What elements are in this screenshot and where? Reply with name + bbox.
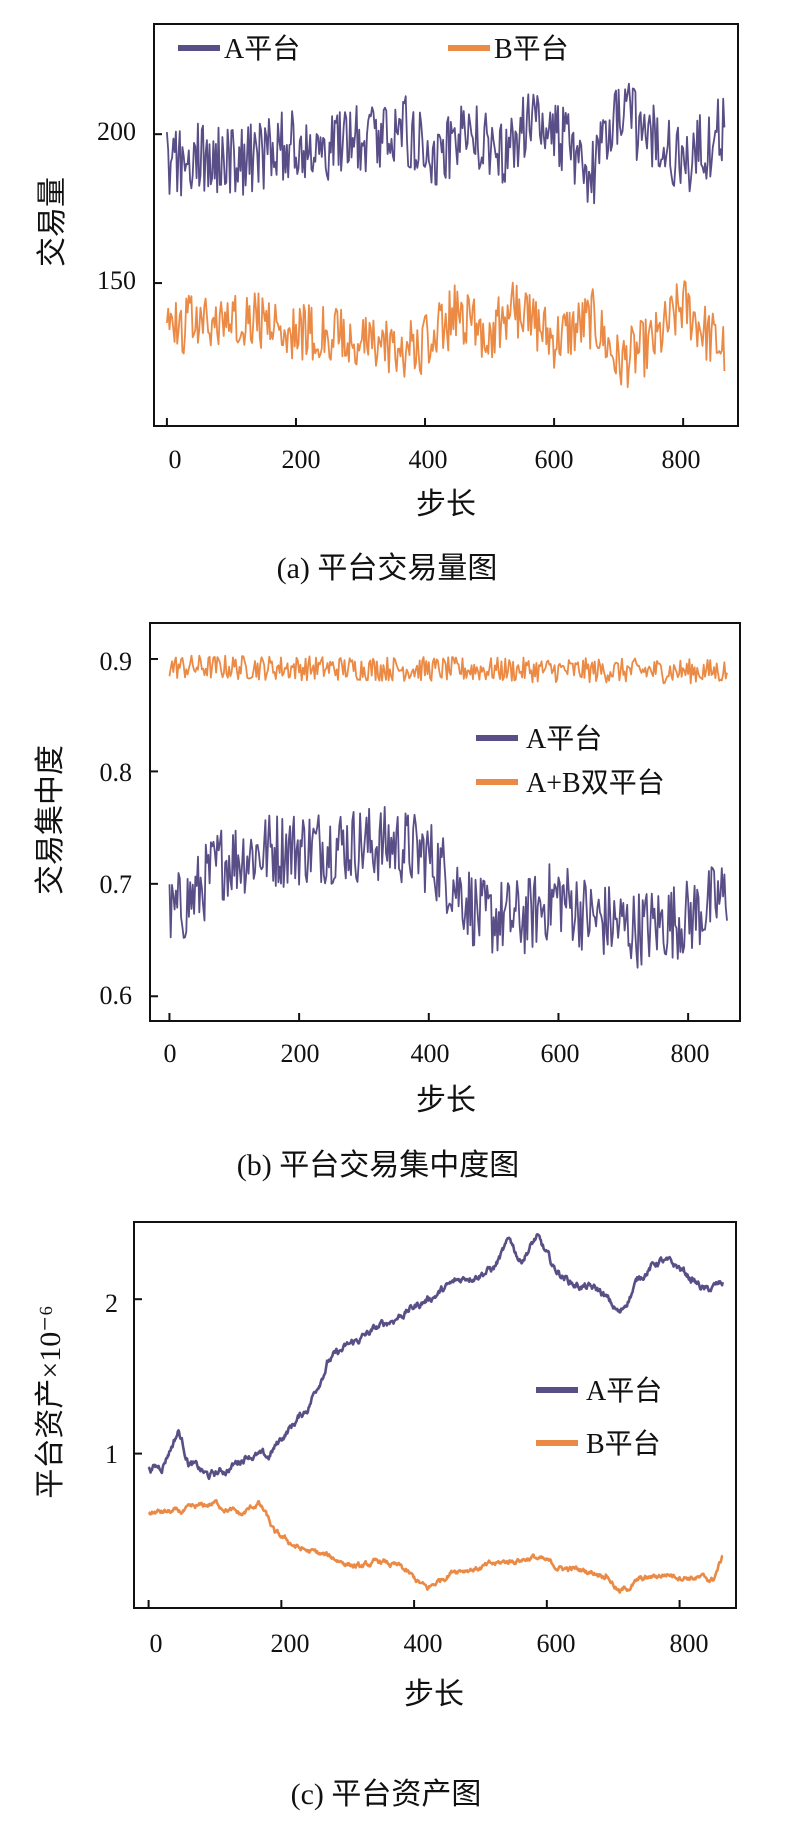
panel-c-frame <box>133 1221 737 1609</box>
panel-c-legend-label-a: A平台 <box>586 1375 662 1407</box>
panel-b-caption: (b) 平台交易集中度图 <box>237 1149 519 1182</box>
panel-c-xlabel: 步长 <box>404 1678 464 1711</box>
panel-c: 0 200 400 600 800 1 2 步长 平台资产×10⁻⁶ A平台 B… <box>34 1221 737 1811</box>
panel-c-ytick-1: 2 <box>105 1289 118 1318</box>
series-line-a <box>168 806 728 969</box>
series-line-b <box>168 654 728 685</box>
panel-a-ylabel: 交易量 <box>36 177 69 267</box>
panel-a-ytick-1: 200 <box>97 117 136 146</box>
panel-b-ytick-3: 0.9 <box>100 647 133 676</box>
panel-b-ticks <box>150 657 690 1021</box>
panel-b-xtick-3: 600 <box>541 1039 580 1068</box>
panel-b-ytick-0: 0.6 <box>100 981 133 1010</box>
panel-a-frame <box>153 23 739 427</box>
panel-b-frame <box>149 622 741 1022</box>
panel-b-xtick-0: 0 <box>164 1039 177 1068</box>
panel-a-caption: (a) 平台交易量图 <box>277 552 498 585</box>
panel-b: 0 200 400 600 800 0.6 0.7 0.8 0.9 步长 交易集… <box>34 622 741 1182</box>
panel-a-xtick-1: 200 <box>282 445 321 474</box>
panel-c-xtick-2: 400 <box>404 1629 443 1658</box>
series-line-b <box>166 280 726 388</box>
panel-c-caption: (c) 平台资产图 <box>291 1778 482 1811</box>
panel-c-xtick-3: 600 <box>537 1629 576 1658</box>
series-line-a <box>147 1233 724 1481</box>
panel-a-xtick-0: 0 <box>169 445 182 474</box>
panel-b-xtick-1: 200 <box>281 1039 320 1068</box>
panel-c-series <box>147 1233 724 1594</box>
series-line-b <box>147 1499 724 1594</box>
panel-b-legend-label-a: A平台 <box>526 723 602 755</box>
panel-a-xlabel: 步长 <box>416 488 476 521</box>
panel-b-series <box>168 654 728 969</box>
panel-b-ytick-2: 0.8 <box>100 758 133 787</box>
panel-c-xtick-0: 0 <box>150 1629 163 1658</box>
panel-b-ylabel: 交易集中度 <box>34 745 67 895</box>
panel-c-xtick-4: 800 <box>670 1629 709 1658</box>
panel-a-series <box>166 82 726 388</box>
panel-a: 0 200 400 600 800 150 200 步长 交易量 A平台 B平台… <box>36 23 739 585</box>
panel-a-ytick-0: 150 <box>97 266 136 295</box>
panel-a-xtick-3: 600 <box>535 445 574 474</box>
panel-b-legend-label-b: A+B双平台 <box>526 767 665 799</box>
panel-a-ticks <box>154 133 685 426</box>
panel-b-xlabel: 步长 <box>416 1084 476 1117</box>
panel-b-xtick-4: 800 <box>671 1039 710 1068</box>
panel-b-ytick-1: 0.7 <box>100 870 133 899</box>
panel-b-xtick-2: 400 <box>411 1039 450 1068</box>
panel-a-xtick-4: 800 <box>662 445 701 474</box>
panel-a-legend-label-b: B平台 <box>494 33 569 65</box>
panel-c-ylabel: 平台资产×10⁻⁶ <box>34 1305 67 1498</box>
panel-c-ytick-0: 1 <box>105 1440 118 1469</box>
panel-a-xtick-2: 400 <box>409 445 448 474</box>
panel-c-ticks <box>134 1298 681 1608</box>
series-line-a <box>166 82 726 205</box>
panel-c-xtick-1: 200 <box>271 1629 310 1658</box>
panel-a-legend-label-a: A平台 <box>224 33 300 65</box>
panel-c-legend-label-b: B平台 <box>586 1428 661 1460</box>
